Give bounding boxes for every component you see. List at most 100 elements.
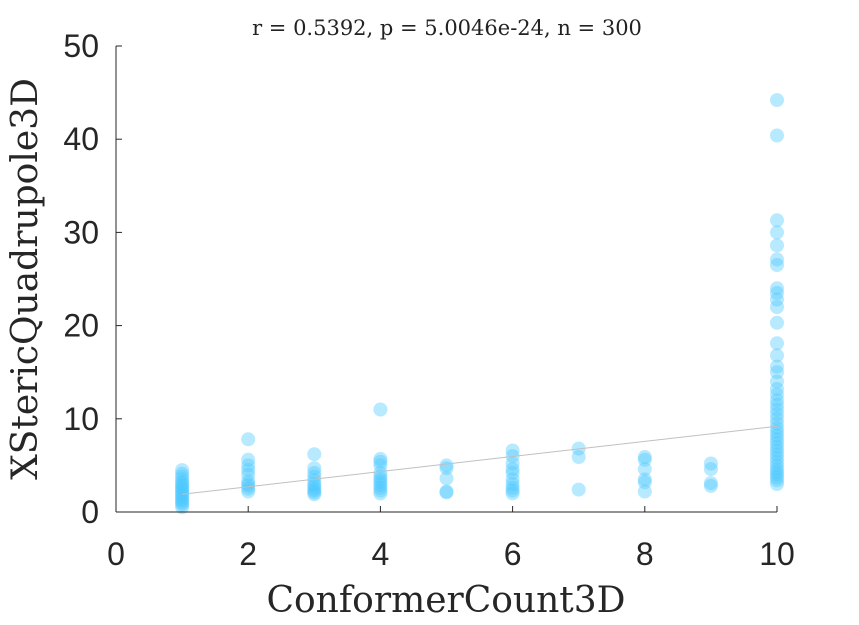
data-point xyxy=(373,480,388,495)
data-point xyxy=(241,478,256,493)
data-point xyxy=(175,486,190,501)
y-tick-label: 40 xyxy=(63,121,99,157)
data-point xyxy=(307,447,322,462)
data-point xyxy=(505,465,520,480)
data-point xyxy=(373,472,388,487)
y-tick-label: 10 xyxy=(63,401,99,437)
data-point xyxy=(637,475,652,490)
data-point xyxy=(770,213,784,228)
data-point xyxy=(241,481,256,496)
data-point xyxy=(307,483,322,498)
data-point xyxy=(373,454,388,469)
data-point xyxy=(373,458,388,473)
data-point xyxy=(770,238,784,253)
x-tick-label: 4 xyxy=(372,536,390,572)
data-point xyxy=(505,443,520,458)
data-point xyxy=(637,450,652,464)
regression-line xyxy=(182,425,778,495)
data-point xyxy=(505,486,520,501)
data-point xyxy=(439,485,454,500)
data-point xyxy=(770,458,784,473)
data-point xyxy=(373,451,388,466)
data-point xyxy=(770,281,784,296)
data-point xyxy=(637,462,652,477)
data-point xyxy=(770,300,784,314)
data-point xyxy=(307,469,322,484)
data-point xyxy=(175,466,190,481)
data-point xyxy=(505,477,520,491)
x-tick-label: 6 xyxy=(504,536,522,572)
data-point xyxy=(241,458,256,473)
data-point xyxy=(770,292,784,307)
points-layer xyxy=(175,93,784,515)
data-point xyxy=(175,484,190,499)
data-point xyxy=(770,387,784,402)
data-point xyxy=(175,497,190,512)
data-point xyxy=(770,359,784,374)
data-point xyxy=(307,485,322,500)
data-point xyxy=(241,467,256,482)
y-axis-label: XStericQuadrupole3D xyxy=(5,78,46,480)
data-point xyxy=(175,480,190,495)
data-point xyxy=(505,456,520,471)
data-point xyxy=(373,486,388,501)
x-ticks: 0 2 4 6 8 10 xyxy=(107,506,795,572)
data-point xyxy=(307,487,322,502)
data-point xyxy=(307,477,322,491)
data-point xyxy=(175,500,190,515)
data-point xyxy=(175,488,190,503)
data-point xyxy=(175,495,190,510)
data-point xyxy=(175,492,190,506)
data-point xyxy=(175,482,190,497)
data-point xyxy=(505,483,520,498)
data-point xyxy=(770,447,784,462)
data-point xyxy=(175,469,190,484)
data-point xyxy=(175,493,190,508)
data-point xyxy=(770,467,784,482)
data-point xyxy=(439,458,454,473)
data-point xyxy=(241,484,256,499)
x-tick-label: 10 xyxy=(759,536,795,572)
data-point xyxy=(439,471,454,486)
data-point xyxy=(703,476,718,491)
data-point xyxy=(505,480,520,495)
data-point xyxy=(770,315,784,330)
data-point xyxy=(770,93,784,108)
data-point xyxy=(770,432,784,447)
data-point xyxy=(770,443,784,458)
data-point xyxy=(770,411,784,426)
data-point xyxy=(703,478,718,493)
data-point xyxy=(505,462,520,477)
x-tick-label: 2 xyxy=(239,536,257,572)
data-point xyxy=(770,382,784,396)
data-point xyxy=(637,484,652,499)
data-point xyxy=(175,472,190,487)
data-point xyxy=(770,473,784,488)
data-point xyxy=(703,456,718,471)
data-point xyxy=(637,452,652,467)
data-point xyxy=(770,462,784,477)
data-point xyxy=(241,452,256,467)
data-point xyxy=(770,428,784,443)
data-point xyxy=(770,470,784,485)
y-ticks: 0 10 20 30 40 50 xyxy=(63,28,122,530)
data-point xyxy=(770,252,784,267)
data-point xyxy=(770,258,784,272)
data-point xyxy=(505,472,520,487)
data-point xyxy=(770,439,784,454)
data-point xyxy=(307,478,322,493)
chart-title: r = 0.5392, p = 5.0046e-24, n = 300 xyxy=(252,16,642,40)
data-point xyxy=(770,374,784,389)
data-point xyxy=(373,475,388,490)
data-point xyxy=(241,432,256,447)
data-point xyxy=(307,473,322,488)
data-point xyxy=(571,482,586,497)
data-point xyxy=(770,454,784,469)
data-point xyxy=(770,365,784,380)
data-point xyxy=(373,465,388,480)
data-point xyxy=(175,477,190,491)
data-point xyxy=(770,464,784,479)
data-point xyxy=(175,478,190,493)
data-point xyxy=(637,472,652,487)
